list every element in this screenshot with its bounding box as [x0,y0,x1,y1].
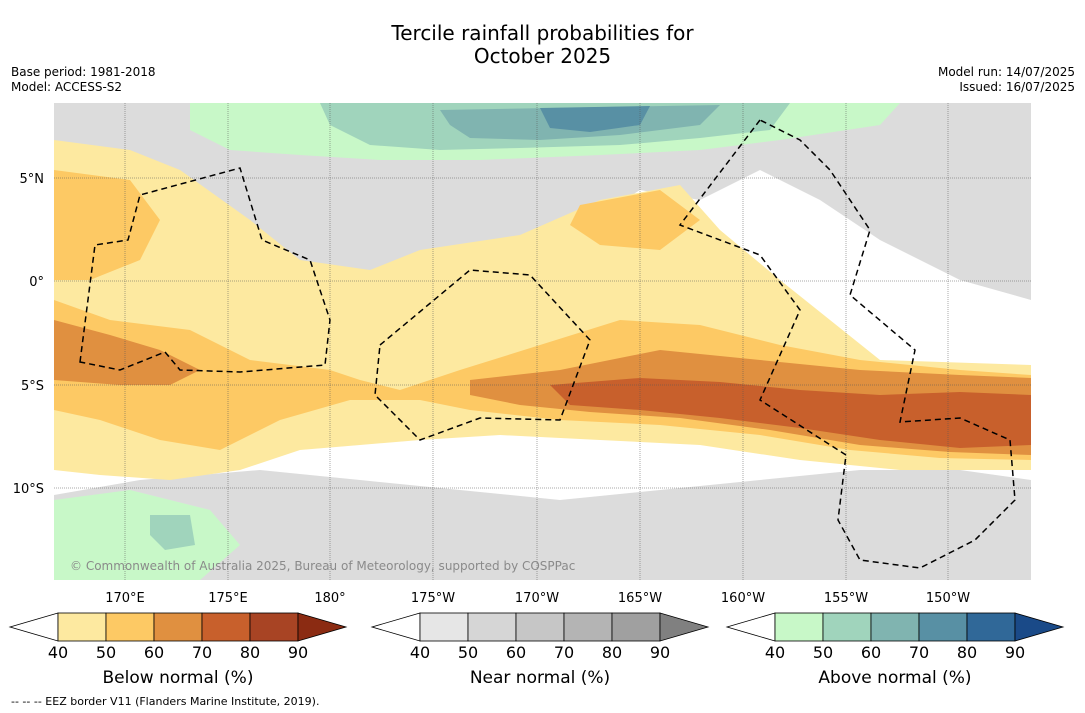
colorbar-swatch [105,612,155,642]
lon-label-150w: 150°W [926,591,970,606]
colorbar-below-normal: 40 50 60 70 80 90 Below normal (%) [8,600,368,710]
map-title: Tercile rainfall probabilities for Octob… [0,22,1085,68]
below-normal-70-band [550,378,1031,448]
map-gridlines [54,103,1031,580]
colorbar-tick-label: 60 [860,643,882,662]
colorbar-tick-label: 90 [1004,643,1026,662]
colorbar-under-arrow [370,612,421,642]
lon-label-175w: 175°W [411,591,455,606]
above-normal-max-north [540,106,650,132]
colorbar-under-arrow [8,612,59,642]
colorbar-tick-label: 90 [287,643,309,662]
base-period: Base period: 1981-2018 [11,65,156,79]
copyright-notice: © Commonwealth of Australia 2025, Bureau… [70,559,575,573]
colorbar-tick-label: 70 [908,643,930,662]
colorbar-over-arrow [659,612,710,642]
colorbar-tick-label: 50 [95,643,117,662]
lon-label-175e: 175°E [208,591,248,606]
lon-label-155w: 155°W [824,591,868,606]
title-line-2: October 2025 [473,44,612,68]
map-field: © Commonwealth of Australia 2025, Bureau… [54,103,1031,580]
colorbar-swatch [249,612,299,642]
colorbar-tick-label: 40 [47,643,69,662]
lat-label-5n: 5°N [20,172,45,187]
colorbar-tick-label: 80 [239,643,261,662]
above-normal-patch-south [54,490,240,580]
colorbar-swatch [201,612,251,642]
colorbar-swatch [515,612,565,642]
colorbar-tick-label: 60 [143,643,165,662]
colorbar-swatch [419,612,469,642]
above-normal-patch-south-core [150,515,195,550]
colorbar-swatches [8,612,348,642]
colorbar-swatch [611,612,661,642]
rainfall-map: © Commonwealth of Australia 2025, Bureau… [13,103,1031,606]
lon-label-170e: 170°E [105,591,145,606]
lon-label-180: 180° [314,591,345,606]
colorbar-over-arrow [1014,612,1065,642]
colorbar-label: Near normal (%) [469,668,611,688]
eez-footer-note: -- -- -- EEZ border V11 (Flanders Marine… [11,695,320,708]
colorbar-near-normal: 40 50 60 70 80 90 Near normal (%) [370,600,730,710]
lat-label-5s: 5°S [21,379,44,394]
meta-right: Model run: 14/07/2025 Issued: 16/07/2025 [938,65,1075,95]
lon-label-165w: 165°W [618,591,662,606]
issued-date: Issued: 16/07/2025 [959,80,1075,94]
colorbar-tick-label: 60 [505,643,527,662]
colorbar-swatch [153,612,203,642]
title-line-1: Tercile rainfall probabilities for [391,21,694,45]
meta-left: Base period: 1981-2018 Model: ACCESS-S2 [11,65,156,95]
colorbar-tick-label: 50 [812,643,834,662]
colorbar-swatches [370,612,710,642]
colorbar-swatches [725,612,1065,642]
model-name: Model: ACCESS-S2 [11,80,123,94]
colorbar-tick-label: 70 [191,643,213,662]
lat-label-0: 0° [29,275,44,290]
colorbar-tick-label: 40 [409,643,431,662]
eez-borders [79,119,1016,569]
lon-label-170w: 170°W [515,591,559,606]
colorbar-swatch [918,612,968,642]
colorbar-over-arrow [297,612,348,642]
colorbar-under-arrow [725,612,776,642]
model-run: Model run: 14/07/2025 [937,65,1075,79]
colorbar-swatch [774,612,824,642]
colorbar-tick-label: 50 [457,643,479,662]
colorbar-label: Below normal (%) [102,668,254,688]
colorbar-tick-label: 80 [601,643,623,662]
colorbar-swatch [870,612,920,642]
lat-label-10s: 10°S [13,482,44,497]
colorbar-tick-label: 80 [956,643,978,662]
colorbar-above-normal: 40 50 60 70 80 90 Above normal (%) [725,600,1085,710]
colorbar-label: Above normal (%) [818,668,972,688]
colorbar-tick-label: 90 [649,643,671,662]
colorbar-swatch [467,612,517,642]
colorbar-swatch [822,612,872,642]
colorbar-tick-label: 70 [553,643,575,662]
near-normal-region-southwest [54,470,1031,580]
colorbar-swatch [57,612,107,642]
colorbar-tick-label: 40 [764,643,786,662]
lon-label-160w: 160°W [721,591,765,606]
colorbar-swatch [966,612,1016,642]
colorbar-swatch [563,612,613,642]
